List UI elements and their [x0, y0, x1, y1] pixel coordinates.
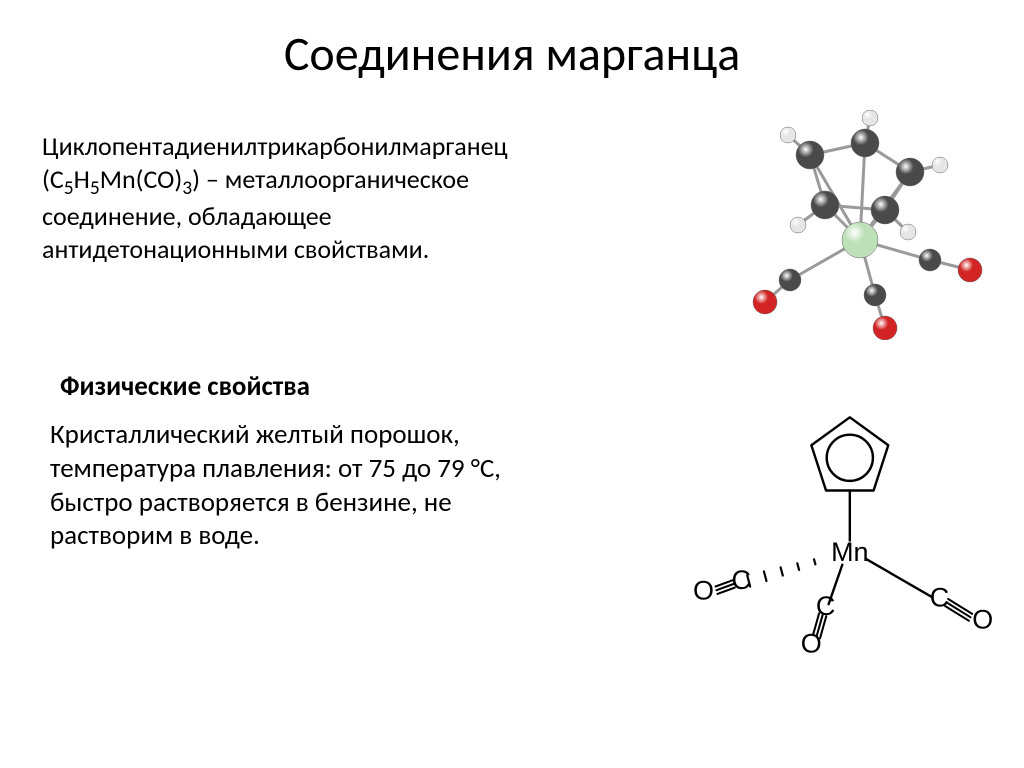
svg-text:O: O — [801, 629, 822, 659]
svg-text:O: O — [972, 605, 993, 635]
prop-line-3: быстро растворяется в бензине, не — [50, 486, 610, 520]
molecule-2d-structure: MnCOCOCO — [685, 400, 1005, 660]
page-title: Соединения марганца — [0, 24, 1024, 83]
intro-text: Циклопентадиенилтрикарбонилмарганец (C5H… — [42, 130, 642, 265]
svg-text:O: O — [693, 576, 714, 606]
prop-line-2: температура плавления: от 75 до 79 °C, — [50, 452, 610, 486]
prop-line-4: растворим в воде. — [50, 519, 610, 553]
formula-line: (C5H5Mn(CO)3) – металлоорганическое — [42, 163, 642, 201]
svg-text:Mn: Mn — [831, 537, 868, 567]
physical-properties-heading: Физические свойства — [60, 370, 310, 403]
properties-text: Кристаллический желтый порошок, температ… — [50, 418, 610, 553]
molecule-3d-model — [730, 110, 990, 340]
intro-line-4: антидетонационными свойствами. — [42, 233, 642, 266]
intro-line-3: соединение, обладающее — [42, 200, 642, 233]
compound-name: Циклопентадиенилтрикарбонилмарганец — [42, 130, 642, 163]
slide: Соединения марганца Циклопентадиенилтрик… — [0, 0, 1024, 768]
prop-line-1: Кристаллический желтый порошок, — [50, 418, 610, 452]
svg-text:C: C — [732, 565, 751, 595]
